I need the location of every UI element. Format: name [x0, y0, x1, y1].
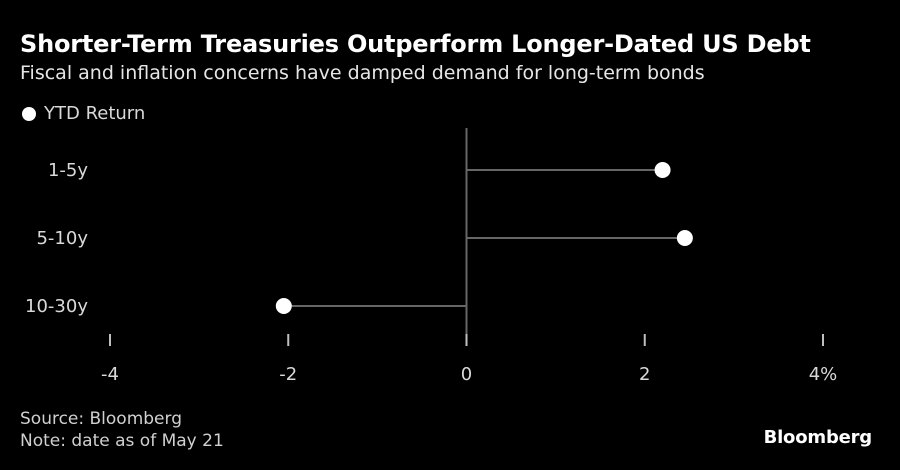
lollipop-chart: -4 -2 0 2 4% 1-5y 5-10y 10-30y [25, 128, 838, 385]
legend-label: YTD Return [44, 103, 146, 124]
x-tick-label: 4% [809, 364, 838, 385]
date-note: Note: date as of May 21 [20, 431, 224, 451]
category-label: 1-5y [48, 160, 88, 181]
chart-subtitle: Fiscal and inflation concerns have dampe… [20, 62, 705, 84]
source-note: Source: Bloomberg [20, 409, 182, 429]
x-tick-label: -2 [279, 364, 297, 385]
x-tick-label: 2 [639, 364, 650, 385]
data-point [275, 298, 292, 314]
data-point [676, 230, 693, 246]
legend: YTD Return [22, 103, 145, 124]
category-label: 10-30y [25, 296, 88, 317]
bloomberg-logo: Bloomberg [763, 427, 873, 448]
footer: Source: Bloomberg Note: date as of May 2… [20, 408, 224, 452]
legend-marker-icon [22, 106, 36, 121]
category-label: 5-10y [36, 228, 88, 249]
x-tick-label: 0 [461, 364, 472, 385]
x-tick-label: -4 [101, 364, 119, 385]
chart-title: Shorter-Term Treasuries Outperform Longe… [20, 30, 811, 58]
data-point [654, 162, 671, 178]
